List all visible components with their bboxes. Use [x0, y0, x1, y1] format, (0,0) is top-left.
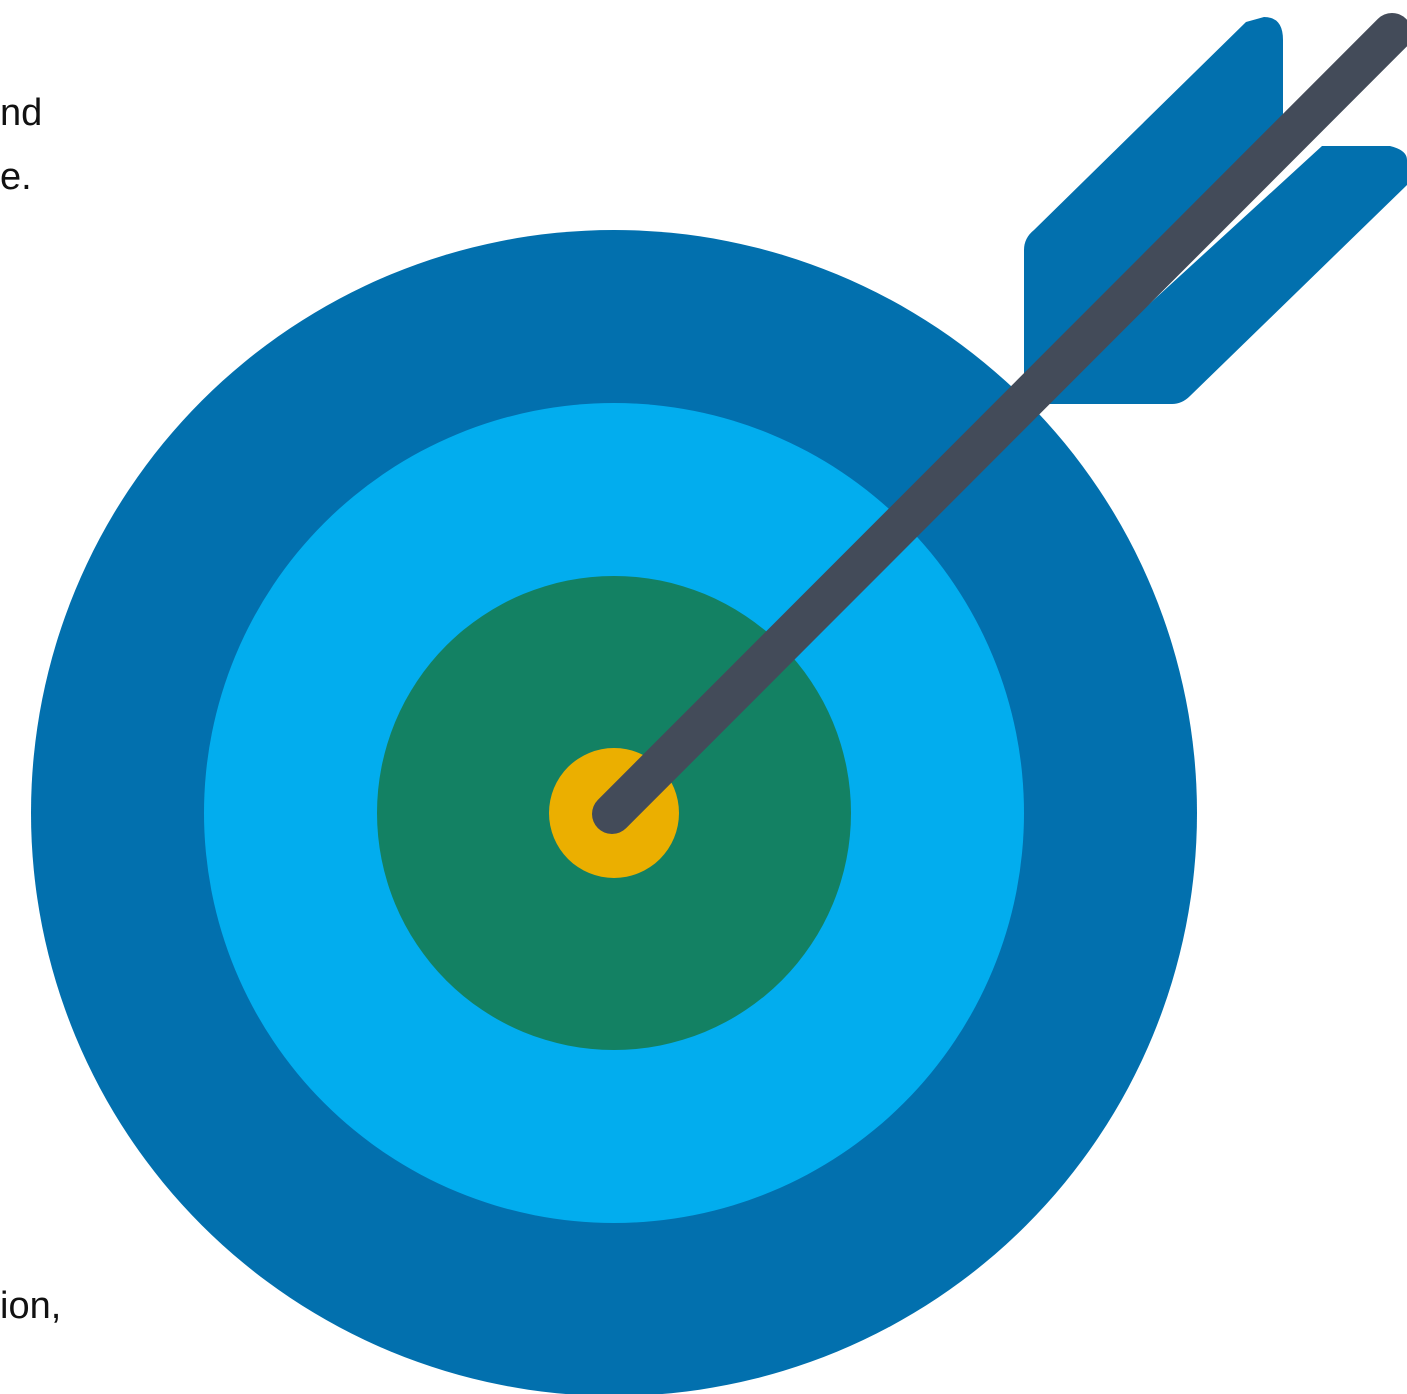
- cropped-text-fragment-1: nd: [0, 92, 43, 134]
- cropped-text-fragment-3: ion,: [0, 1285, 62, 1327]
- arrow-shaft: [592, 13, 1407, 834]
- arrow-fletching-upper: [1024, 17, 1283, 390]
- cropped-text-fragment-2: e.: [0, 156, 32, 198]
- arrow-icon: [592, 13, 1407, 834]
- arrow-fletching-lower: [1040, 146, 1407, 404]
